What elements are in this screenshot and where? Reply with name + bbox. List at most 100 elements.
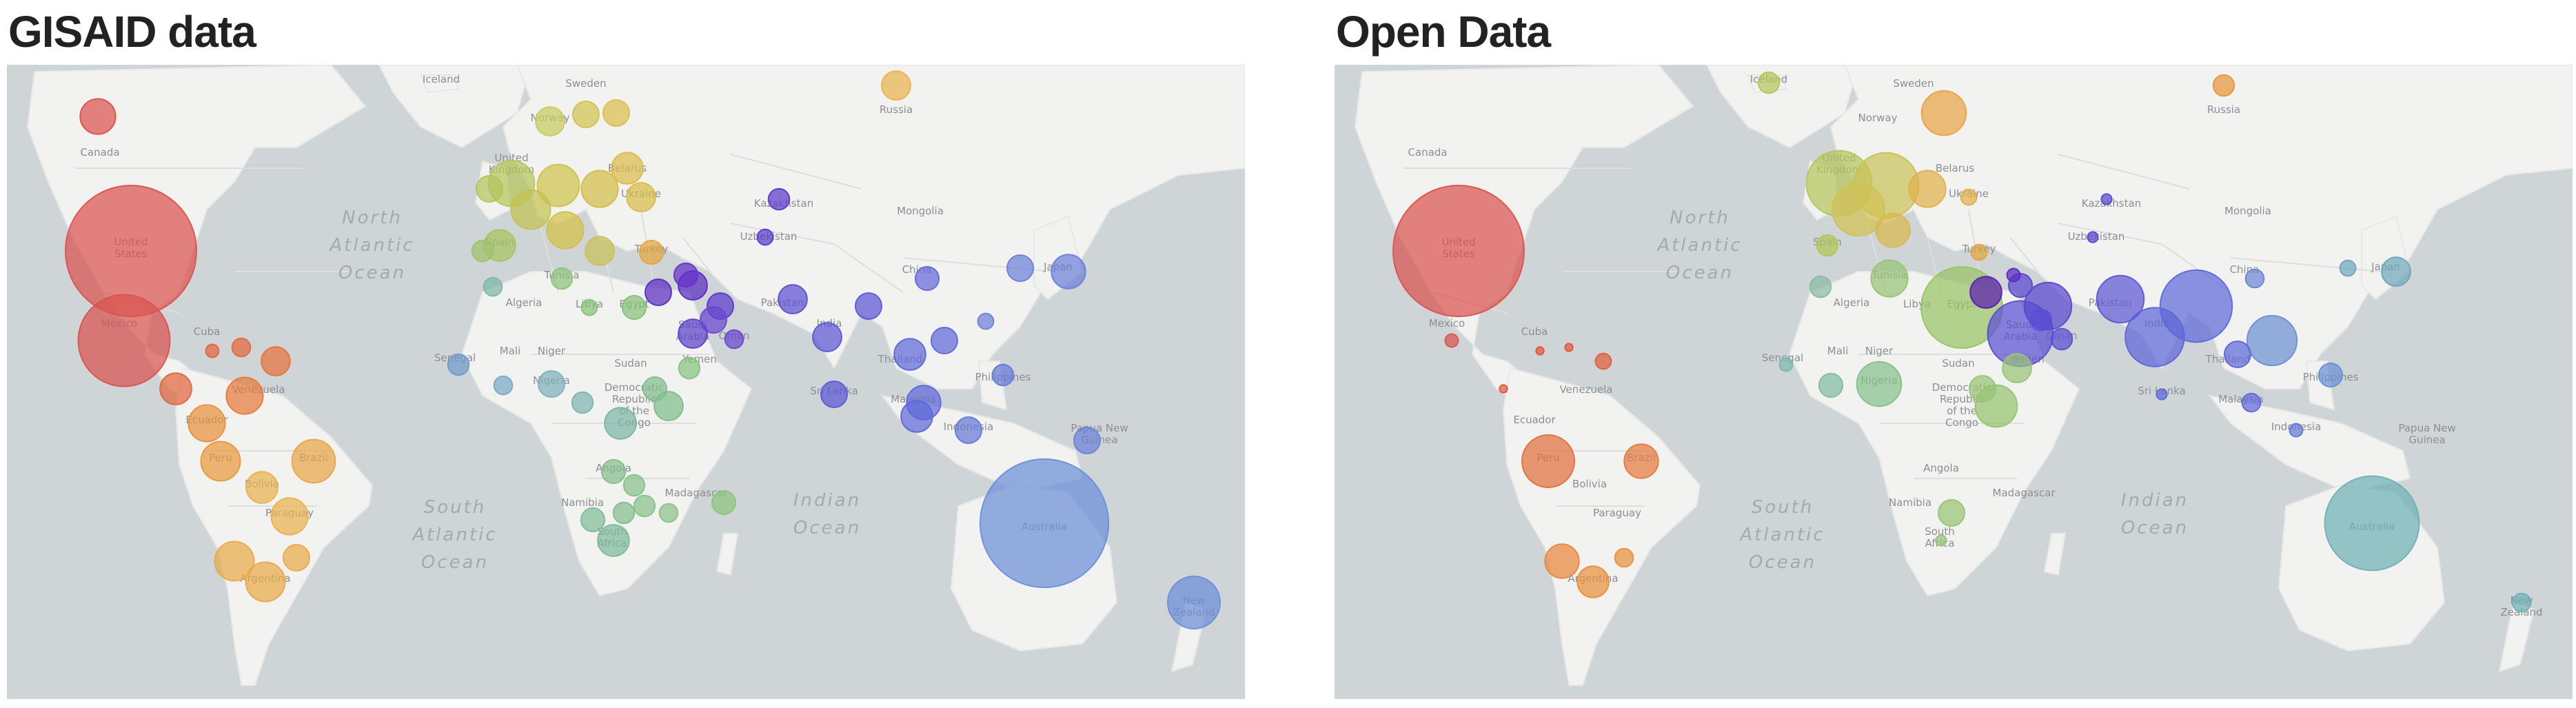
bubble-china[interactable] bbox=[914, 265, 940, 292]
bubble-spain[interactable] bbox=[1816, 234, 1839, 257]
bubble-thailand[interactable] bbox=[2224, 341, 2251, 368]
bubble-brazil[interactable] bbox=[1623, 443, 1659, 479]
bubble-pakistan[interactable] bbox=[2096, 274, 2145, 324]
bubble-france[interactable] bbox=[510, 189, 551, 230]
bubble-sweden[interactable] bbox=[572, 101, 600, 128]
bubble-paraguay[interactable] bbox=[270, 497, 309, 536]
bubble-uzbekistan[interactable] bbox=[756, 228, 774, 246]
bubble-ecuador[interactable] bbox=[187, 404, 226, 443]
bubble-philippines[interactable] bbox=[2318, 362, 2344, 388]
bubble-ghana[interactable] bbox=[1818, 372, 1844, 398]
bubble-uzbekistan[interactable] bbox=[2087, 231, 2099, 243]
bubble-uganda[interactable] bbox=[642, 376, 668, 402]
bubble-ireland[interactable] bbox=[476, 175, 503, 203]
bubble-turkey[interactable] bbox=[638, 239, 665, 265]
bubble-iceland[interactable] bbox=[1757, 71, 1781, 94]
bubble-united-states[interactable] bbox=[1392, 185, 1525, 317]
bubble-norway[interactable] bbox=[535, 106, 565, 136]
bubble-bolivia[interactable] bbox=[245, 471, 278, 504]
bubble-morocco[interactable] bbox=[483, 276, 503, 297]
bubble-poland[interactable] bbox=[1908, 170, 1947, 208]
bubble-drc[interactable] bbox=[604, 407, 637, 440]
bubble-japan[interactable] bbox=[2381, 256, 2411, 287]
bubble-india[interactable] bbox=[2124, 307, 2185, 367]
bubble-vietnam[interactable] bbox=[931, 327, 958, 354]
bubble-south-africa[interactable] bbox=[1935, 534, 1947, 547]
bubble-russia[interactable] bbox=[881, 70, 911, 101]
bubble-thailand[interactable] bbox=[893, 338, 926, 371]
bubble-philippines[interactable] bbox=[991, 363, 1015, 387]
bubble-botswana[interactable] bbox=[1938, 499, 1965, 527]
bubble-tunisia[interactable] bbox=[1870, 259, 1909, 298]
bubble-chile[interactable] bbox=[214, 540, 255, 582]
bubble-indonesia[interactable] bbox=[955, 416, 982, 444]
bubble-senegal[interactable] bbox=[1778, 357, 1794, 372]
bubble-senegal[interactable] bbox=[447, 353, 470, 376]
bubble-georgia[interactable] bbox=[2006, 267, 2021, 283]
bubble-central-america[interactable] bbox=[1499, 384, 1508, 394]
bubble-kazakhstan[interactable] bbox=[767, 188, 791, 211]
bubble-nigeria[interactable] bbox=[538, 370, 565, 398]
bubble-finland[interactable] bbox=[1920, 90, 1967, 136]
bubble-peru[interactable] bbox=[200, 441, 241, 482]
map-open-data[interactable]: North Atlantic Ocean South Atlantic Ocean Indi… bbox=[1335, 65, 2573, 699]
bubble-botswana[interactable] bbox=[612, 501, 636, 525]
bubble-cuba[interactable] bbox=[1535, 346, 1545, 356]
bubble-pakistan[interactable] bbox=[778, 284, 808, 314]
bubble-papua-new-guinea[interactable] bbox=[1073, 427, 1101, 454]
bubble-malaysia[interactable] bbox=[2241, 392, 2262, 413]
bubble-argentina[interactable] bbox=[1576, 565, 1610, 598]
bubble-india[interactable] bbox=[812, 322, 842, 352]
bubble-madagascar[interactable] bbox=[711, 489, 737, 516]
bubble-nigeria[interactable] bbox=[1856, 361, 1903, 407]
bubble-balkans[interactable] bbox=[585, 236, 615, 266]
bubble-new-zealand[interactable] bbox=[1167, 576, 1221, 629]
bubble-uganda[interactable] bbox=[1969, 375, 1996, 403]
bubble-gulf[interactable] bbox=[2029, 308, 2053, 332]
bubble-israel[interactable] bbox=[645, 279, 672, 306]
bubble-uruguay[interactable] bbox=[283, 544, 310, 572]
bubble-ukraine[interactable] bbox=[626, 182, 656, 212]
bubble-zimbabwe[interactable] bbox=[633, 494, 656, 518]
bubble-turkey[interactable] bbox=[1970, 243, 1988, 261]
bubble-saudi-arabia[interactable] bbox=[678, 318, 708, 349]
bubble-australia[interactable] bbox=[979, 458, 1110, 589]
bubble-sri-lanka[interactable] bbox=[820, 381, 848, 408]
bubble-germany[interactable] bbox=[536, 163, 580, 208]
bubble-peru[interactable] bbox=[1521, 434, 1575, 488]
bubble-singapore[interactable] bbox=[900, 400, 933, 433]
bubble-chile[interactable] bbox=[1544, 543, 1580, 579]
bubble-namibia[interactable] bbox=[580, 507, 606, 533]
bubble-israel[interactable] bbox=[1969, 276, 2002, 309]
bubble-oman[interactable] bbox=[724, 329, 744, 350]
bubble-portugal[interactable] bbox=[471, 239, 494, 263]
bubble-georgia[interactable] bbox=[673, 262, 699, 288]
bubble-indonesia[interactable] bbox=[2289, 423, 2304, 438]
bubble-mozambique[interactable] bbox=[658, 503, 679, 523]
bubble-colombia[interactable] bbox=[225, 376, 264, 415]
bubble-canada[interactable] bbox=[79, 98, 116, 135]
bubble-taiwan[interactable] bbox=[977, 312, 995, 330]
bubble-mexico[interactable] bbox=[77, 294, 171, 387]
bubble-caribbean[interactable] bbox=[231, 337, 252, 358]
bubble-gulf[interactable] bbox=[700, 306, 727, 334]
bubble-china[interactable] bbox=[2244, 268, 2265, 289]
bubble-france[interactable] bbox=[1832, 183, 1885, 236]
bubble-poland[interactable] bbox=[580, 170, 619, 208]
bubble-australia[interactable] bbox=[2324, 475, 2420, 572]
bubble-vietnam[interactable] bbox=[2246, 314, 2298, 367]
bubble-cuba[interactable] bbox=[205, 343, 220, 358]
bubble-oman[interactable] bbox=[2050, 327, 2073, 351]
bubble-zambia[interactable] bbox=[622, 474, 646, 497]
bubble-venezuela[interactable] bbox=[261, 346, 291, 376]
bubble-new-zealand[interactable] bbox=[2511, 592, 2532, 613]
bubble-tunisia[interactable] bbox=[550, 267, 574, 290]
bubble-morocco[interactable] bbox=[1809, 275, 1832, 299]
bubble-japan[interactable] bbox=[1051, 254, 1086, 290]
bubble-kazakhstan[interactable] bbox=[2100, 193, 2113, 205]
bubble-finland[interactable] bbox=[602, 99, 630, 127]
bubble-belarus[interactable] bbox=[611, 152, 644, 185]
bubble-italy[interactable] bbox=[1875, 212, 1911, 248]
